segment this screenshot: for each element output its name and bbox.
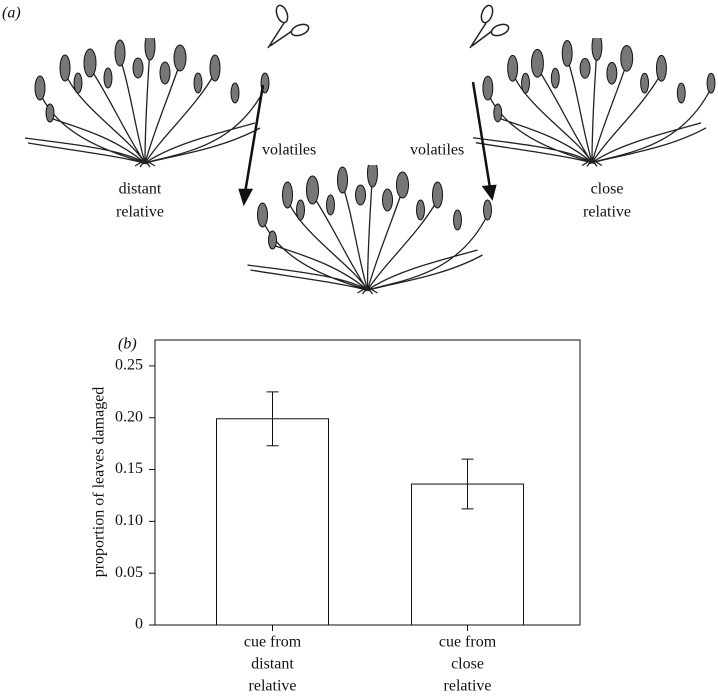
y-tick-label: 0.20	[115, 408, 143, 425]
y-tick-label: 0.25	[115, 357, 143, 374]
x-tick-label: relative	[249, 678, 297, 695]
y-tick-label: 0	[135, 616, 143, 633]
x-tick-label: close	[451, 656, 484, 673]
y-tick-label: 0.10	[115, 512, 143, 529]
arrow	[471, 81, 497, 201]
panel-label: (a)	[2, 5, 21, 22]
x-tick-label: relative	[444, 678, 492, 695]
annotation: volatiles	[410, 142, 464, 159]
plant-illustration	[472, 38, 716, 168]
x-tick-label: distant	[251, 656, 294, 673]
plant-label: relative	[583, 204, 631, 221]
x-tick-label: cue from	[244, 634, 302, 651]
plant-label: distant	[119, 181, 162, 198]
bar	[216, 418, 329, 626]
plant-illustration	[246, 165, 493, 295]
error-bar	[266, 391, 279, 447]
panel-label: (b)	[118, 336, 137, 353]
y-tick-label: 0.15	[115, 460, 143, 477]
arrow	[238, 84, 265, 207]
plant-label: relative	[116, 204, 164, 221]
annotation: volatiles	[262, 142, 316, 159]
plant-illustration	[24, 38, 270, 168]
x-tick-label: cue from	[439, 634, 497, 651]
scissors	[469, 4, 510, 49]
plot-frame	[154, 339, 581, 626]
y-axis-title: proportion of leaves damaged	[91, 387, 108, 578]
error-bar	[461, 458, 474, 510]
y-tick-label: 0.05	[115, 564, 143, 581]
scissors	[267, 4, 310, 49]
plant-label: close	[591, 181, 624, 198]
